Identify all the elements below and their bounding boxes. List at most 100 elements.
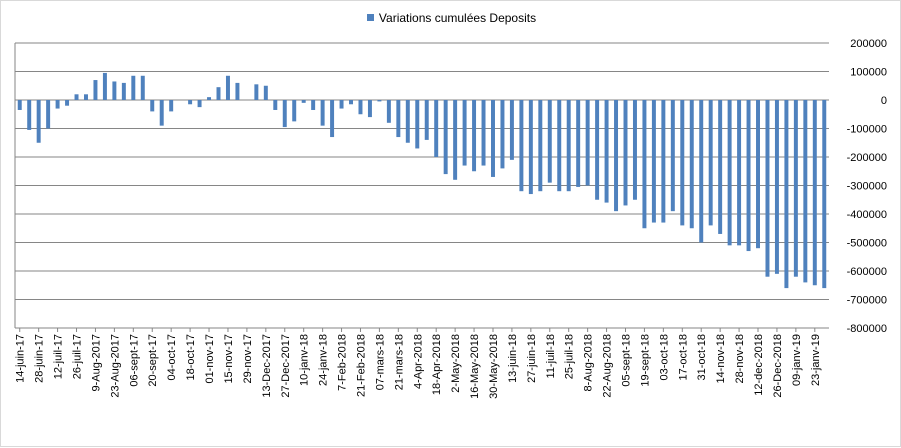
bar <box>330 100 335 138</box>
y-tick-label: 100000 <box>850 67 887 79</box>
bar <box>254 84 259 100</box>
bar <box>358 100 363 115</box>
x-tick-label: 13-juin-18 <box>507 334 519 383</box>
bar <box>27 100 32 130</box>
x-tick-label: 2-May-2018 <box>450 334 462 393</box>
bar <box>74 94 79 100</box>
bar <box>576 100 581 187</box>
x-tick-label: 28-nov-18 <box>734 334 746 384</box>
y-tick-label: -200000 <box>847 152 887 164</box>
bar <box>55 100 60 109</box>
bar <box>405 100 410 143</box>
bar <box>689 100 694 229</box>
x-tick-label: 26-Dec-2018 <box>772 334 784 398</box>
x-tick-label: 07-mars-18 <box>374 334 386 390</box>
bar <box>65 100 70 106</box>
x-tick-label: 21-mars-18 <box>393 334 405 390</box>
bar <box>320 100 325 126</box>
bar <box>528 100 533 195</box>
x-tick-label: 10-janv-18 <box>299 334 311 386</box>
y-tick-label: -800000 <box>847 323 887 335</box>
bar <box>756 100 760 249</box>
bar <box>595 100 600 200</box>
x-tick-label: 12-juil-17 <box>53 334 65 379</box>
x-tick-label: 18-Apr-2018 <box>431 334 443 395</box>
bar <box>680 100 685 226</box>
bar <box>765 100 770 277</box>
bar <box>386 100 391 123</box>
x-tick-label: 06-sept-17 <box>128 334 140 387</box>
x-tick-label: 30-May-2018 <box>488 334 500 399</box>
bar <box>188 100 193 105</box>
x-tick-label: 27-juin-18 <box>526 334 538 383</box>
bar <box>169 100 174 112</box>
bar <box>547 100 552 183</box>
bar <box>292 100 297 122</box>
legend-swatch <box>366 14 374 21</box>
bar <box>632 100 637 200</box>
bar <box>339 100 344 109</box>
x-tick-label: 13-Dec-2017 <box>261 334 273 398</box>
bar <box>273 100 278 110</box>
bar <box>112 81 117 100</box>
bar <box>263 85 268 100</box>
x-tick-label: 27-Dec-2017 <box>280 334 292 398</box>
bar <box>235 82 240 100</box>
bar <box>481 100 486 166</box>
bar <box>131 75 136 100</box>
x-tick-label: 05-sept-18 <box>621 334 633 387</box>
bar <box>651 100 656 223</box>
bar <box>207 97 212 100</box>
bar <box>349 100 353 105</box>
bar <box>225 75 230 100</box>
x-tick-label: 29-nov-17 <box>242 334 254 384</box>
legend: Variations cumulées Deposits <box>1 11 901 25</box>
bar <box>443 100 448 175</box>
bar <box>46 100 51 129</box>
bar <box>718 100 723 234</box>
x-tick-label: 22-Aug-2018 <box>602 334 614 398</box>
bar <box>84 94 88 100</box>
bar <box>197 100 202 108</box>
x-tick-label: 7-Feb-2018 <box>337 334 349 391</box>
x-tick-label: 25-juil-18 <box>564 334 576 379</box>
y-tick-label: 0 <box>881 95 887 107</box>
bar <box>93 80 98 100</box>
x-tick-label: 12-dec-2018 <box>753 334 765 396</box>
x-tick-label: 9-Aug-2017 <box>90 334 102 392</box>
bar <box>150 100 155 112</box>
x-tick-label: 09-janv-19 <box>791 334 803 386</box>
bar <box>282 100 287 128</box>
bar <box>415 100 420 149</box>
bar <box>822 100 827 289</box>
bar <box>623 100 628 206</box>
y-tick-label: -500000 <box>847 238 887 250</box>
bar <box>784 100 789 289</box>
bar <box>538 100 543 192</box>
x-tick-label: 01-nov-17 <box>204 334 216 384</box>
bar <box>140 75 145 100</box>
bar <box>377 100 382 102</box>
bar <box>121 82 126 100</box>
y-tick-label: -600000 <box>847 266 887 278</box>
bar <box>519 100 524 192</box>
x-tick-label: 24-janv-18 <box>318 334 330 386</box>
bar <box>17 100 22 110</box>
bar <box>812 100 817 286</box>
y-tick-label: -300000 <box>847 181 887 193</box>
bar <box>434 100 439 157</box>
bar <box>311 100 316 110</box>
bar <box>216 87 221 100</box>
x-tick-label: 03-oct-18 <box>658 334 670 380</box>
bar <box>604 100 609 203</box>
bar <box>585 100 590 186</box>
bar <box>424 100 429 140</box>
bar <box>746 100 751 252</box>
y-tick-label: -100000 <box>847 124 887 136</box>
x-tick-label: 8-Aug-2018 <box>583 334 595 392</box>
bar <box>557 100 562 192</box>
y-tick-label: -400000 <box>847 209 887 221</box>
bar <box>803 100 808 283</box>
